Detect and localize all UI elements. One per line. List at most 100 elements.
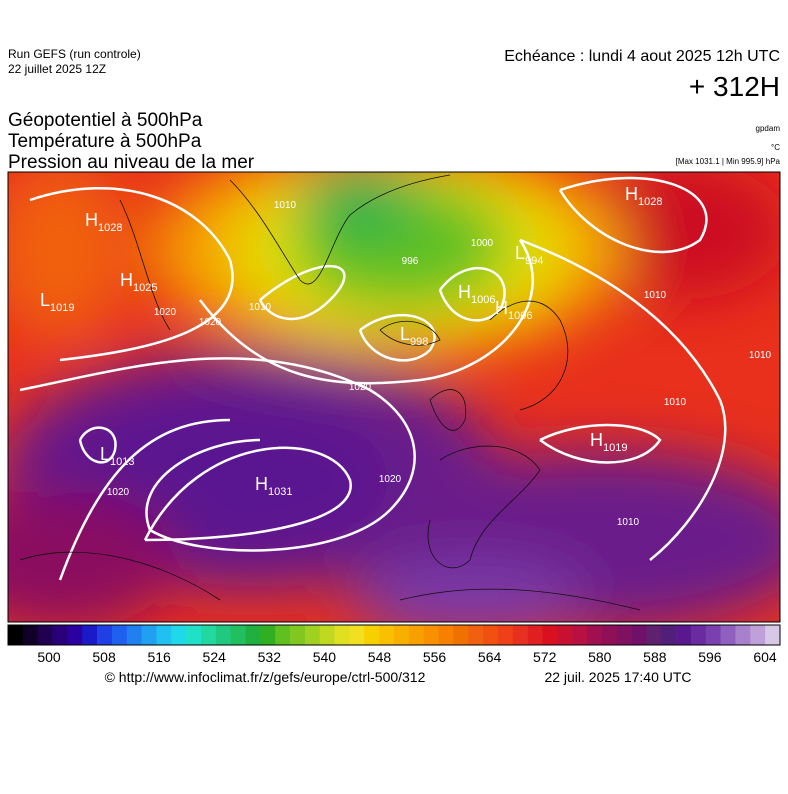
colorbar-swatch [22,625,38,645]
colorbar-swatch [126,625,142,645]
center-letter: H [255,474,268,494]
pressure-center: L998 [400,324,428,348]
colorbar-swatch [156,625,172,645]
pressure-center: H1025 [120,270,157,294]
colorbar-swatch [572,625,588,645]
colorbar-swatch [468,625,484,645]
center-letter: L [400,324,410,344]
center-letter: H [85,210,98,230]
pressure-center: H1006 [495,298,532,322]
run-label: Run GEFS (run controle) [8,47,141,61]
isobars [19,176,727,581]
colorbar-swatch [349,625,365,645]
isobar-label: 1010 [644,290,667,301]
colorbar-swatch [8,625,24,645]
pressure-center: H1019 [590,430,627,454]
colorbar-swatch [735,625,751,645]
isobar-label: 996 [402,256,419,267]
isobar-label: 1020 [154,307,177,318]
center-value: 1031 [268,486,292,498]
colorbar-swatch [186,625,202,645]
center-value: 994 [525,255,543,267]
colorbar-tick-label: 588 [643,649,667,665]
colorbar-swatch [720,625,736,645]
pressure-center: L1013 [100,444,135,468]
unit-label: °C [771,143,780,152]
colorbar-swatch [616,625,632,645]
isobar-label: 1010 [249,302,272,313]
colorbar-swatch [379,625,395,645]
center-letter: H [120,270,133,290]
colorbar-swatch [661,625,677,645]
center-value: 1006 [471,294,495,306]
colorbar-swatch [304,625,321,645]
timestamp: 22 juil. 2025 17:40 UTC [544,669,691,685]
source-link: © http://www.infoclimat.fr/z/gefs/europe… [105,669,426,685]
colorbar-swatch [215,625,231,645]
isobar-label: 1020 [349,382,372,393]
colorbar-swatch [394,625,410,645]
colorbar-tick-label: 508 [92,649,116,665]
colorbar-tick-label: 532 [258,649,282,665]
colorbar-swatch [334,625,350,645]
colorbar-swatch [483,625,499,645]
colorbar-swatch [67,625,83,645]
colorbar-tick-label: 548 [368,649,392,665]
colorbar-swatch [646,625,662,645]
colorbar-tick-label: 596 [698,649,722,665]
colorbar-swatch [527,625,543,645]
colorbar: 500 508 516 524 532 540 548 556 564 572 580 588 596 6… [7,624,781,665]
center-value: 998 [410,336,428,348]
pressure-center: L994 [515,243,543,267]
field-label: Pression au niveau de la mer [8,152,255,173]
colorbar-swatch [82,625,98,645]
colorbar-swatch [557,625,573,645]
pressure-center: L1019 [40,290,75,314]
colorbar-tick-label: 540 [313,649,337,665]
colorbar-tick-label: 500 [37,649,61,665]
colorbar-tick-label: 556 [423,649,447,665]
colorbar-swatch [260,625,276,645]
isobar-label: 1010 [664,397,687,408]
colorbar-swatch [52,625,68,645]
map-frame [7,171,781,623]
colorbar-swatch [171,625,187,645]
center-value: 1019 [50,302,74,314]
isobar-label: 1020 [107,487,130,498]
colorbar-swatch [275,625,291,645]
colorbar-swatch [438,625,454,645]
colorbar-swatch [453,625,469,645]
colorbar-swatch [587,625,603,645]
center-letter: H [495,298,508,318]
colorbar-swatch [319,625,335,645]
center-value: 1013 [110,456,134,468]
colorbar-swatch [141,625,157,645]
coastlines [19,174,641,611]
colorbar-swatch [37,625,53,645]
center-letter: H [625,184,638,204]
pressure-center: H1006 [458,282,495,306]
colorbar-swatch [111,625,128,645]
colorbar-swatch [765,625,781,645]
center-value: 1025 [133,282,157,294]
echeance: Echéance : lundi 4 aout 2025 12h UTC [504,48,780,65]
unit-label: gpdam [756,124,781,133]
colorbar-swatch [676,625,692,645]
center-letter: L [515,243,525,263]
isobar-labels: 1010 1010 1020 1020 1020 1020 996 1000 1010 1010 1… [107,200,772,528]
colorbar-swatch [423,625,439,645]
colorbar-tick-label: 524 [203,649,227,665]
colorbar-swatch [201,625,217,645]
colorbar-swatch [705,625,721,645]
colorbar-swatch [750,625,766,645]
colorbar-swatch [542,625,558,645]
pressure-center: H1028 [85,210,122,234]
colorbar-swatch [631,625,647,645]
lead-time: + 312H [689,71,780,102]
field-label: Température à 500hPa [8,131,202,152]
extremes: [Max 1031.1 | Min 995.9] hPa [676,157,781,166]
